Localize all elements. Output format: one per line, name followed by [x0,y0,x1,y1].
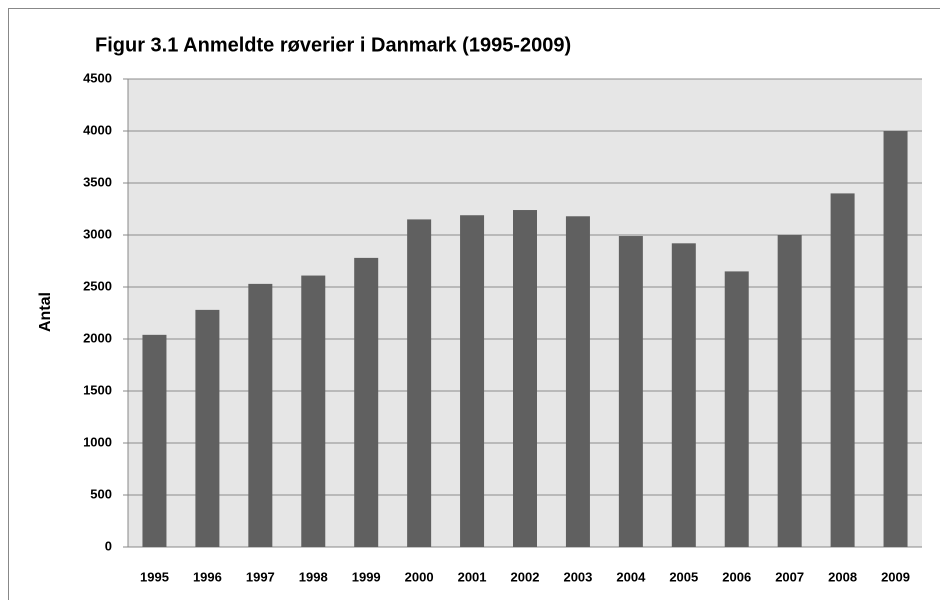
x-tick-label: 2006 [722,569,751,584]
x-tick-label: 1995 [140,569,169,584]
bar [460,215,485,548]
chart-title: Figur 3.1 Anmeldte røverier i Danmark (1… [95,34,571,56]
y-tick-label: 0 [105,538,112,553]
y-tick-label: 2000 [83,330,112,345]
y-tick-label: 2500 [83,278,112,293]
x-tick-label: 1996 [193,569,222,584]
bar [777,235,802,547]
bar [618,236,643,548]
x-tick-label: 2002 [511,569,540,584]
bar [354,257,379,547]
bar [248,283,273,547]
bar [301,275,326,547]
x-tick-label: 1998 [299,569,328,584]
y-tick-label: 4500 [83,70,112,85]
bar [883,131,908,547]
bar [195,309,220,547]
bar [565,216,590,547]
y-tick-label: 4000 [83,122,112,137]
y-axis-label: Antal [37,292,54,332]
bar [671,243,696,547]
x-tick-label: 2003 [563,569,592,584]
y-tick-label: 3500 [83,174,112,189]
x-tick-label: 1997 [246,569,275,584]
x-tick-label: 2000 [405,569,434,584]
bar [830,193,855,547]
x-tick-label: 1999 [352,569,381,584]
x-tick-label: 2009 [881,569,910,584]
bar [407,219,432,547]
bar [724,271,749,547]
bar [513,210,537,548]
bar [142,334,167,547]
y-tick-label: 500 [90,486,112,501]
x-tick-label: 2004 [616,569,646,584]
y-tick-label: 1500 [83,382,112,397]
x-tick-label: 2007 [775,569,804,584]
y-tick-label: 3000 [83,226,112,241]
y-tick-label: 1000 [83,434,112,449]
x-tick-label: 2008 [828,569,857,584]
x-tick-label: 2001 [458,569,487,584]
x-tick-label: 2005 [669,569,698,584]
